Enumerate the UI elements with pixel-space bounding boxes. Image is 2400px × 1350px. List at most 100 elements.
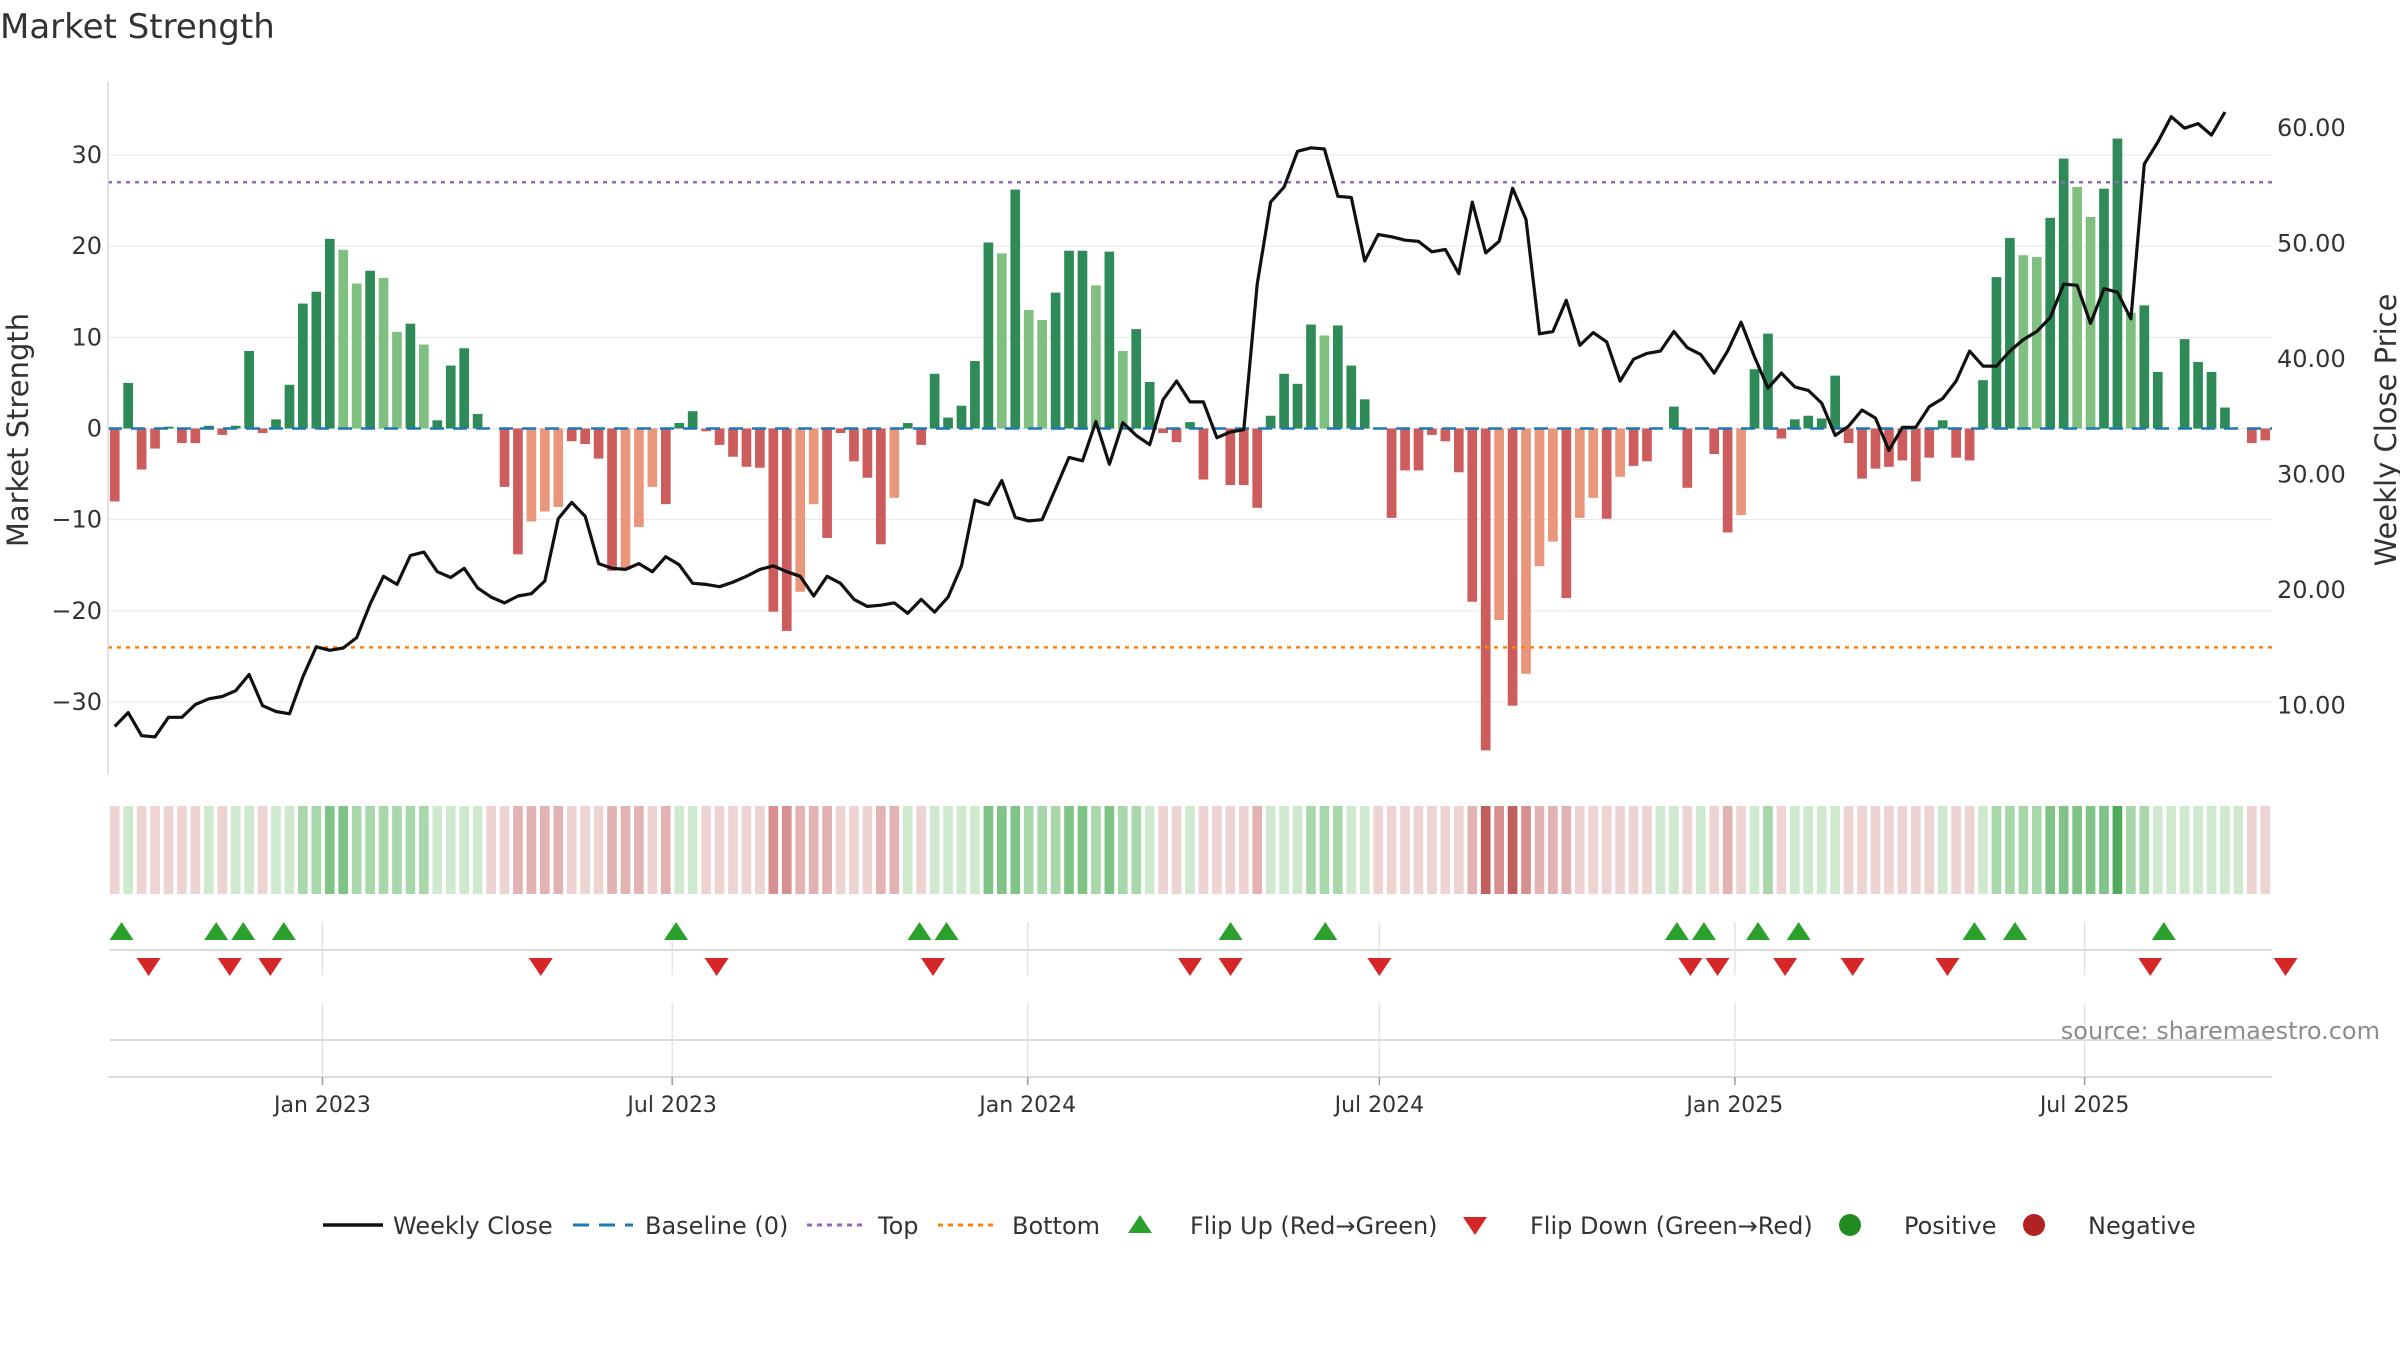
legend-item-baseline: Baseline (0) <box>573 1212 788 1240</box>
flip-markers-panel <box>109 922 2298 976</box>
strength-bar <box>1023 309 1034 429</box>
strip-cell <box>714 806 725 894</box>
legend-item-flip_down: Flip Down (Green→Red) <box>1463 1212 1813 1240</box>
strip-cell <box>660 806 671 894</box>
y2-tick-label: 20.00 <box>2277 576 2346 604</box>
strip-cell <box>1964 806 1975 894</box>
strength-bar <box>513 428 523 555</box>
strip-cell <box>728 806 738 894</box>
strength-bar <box>2220 407 2230 429</box>
y2-tick-label: 40.00 <box>2277 345 2346 373</box>
x-tick-label: Jan 2024 <box>977 1093 1076 1118</box>
strength-bar <box>1346 365 1357 429</box>
strip-cell <box>1117 806 1128 894</box>
x-tick-label: Jan 2023 <box>272 1093 371 1118</box>
legend-label: Flip Down (Green→Red) <box>1530 1212 1813 1240</box>
strip-cell <box>2018 806 2029 894</box>
strength-bar <box>1453 428 1464 473</box>
strip-cell <box>929 806 940 894</box>
strength-bar <box>1669 406 1679 429</box>
strength-bar <box>1440 428 1451 442</box>
strength-bar <box>298 303 308 429</box>
strip-cell <box>1507 806 1518 894</box>
strip-cell <box>1440 806 1451 894</box>
flip-up-marker <box>1786 922 1811 940</box>
flip-up-marker <box>1218 922 1243 940</box>
strip-cell <box>634 806 644 894</box>
right-axis-ticks: 60.00 50.00 40.00 30.00 20.00 10.00 <box>2277 114 2346 720</box>
strip-cell <box>2260 806 2271 894</box>
strip-cell <box>1790 806 1800 894</box>
strip-cell <box>970 806 980 894</box>
strip-cell <box>647 806 658 894</box>
flip-up-marker <box>1313 922 1338 940</box>
strength-bar <box>1386 428 1397 518</box>
strength-bar <box>1736 428 1746 516</box>
strength-bar <box>257 428 268 434</box>
strength-bar <box>150 428 160 449</box>
strength-bar <box>2206 371 2217 429</box>
strength-bar <box>1548 428 1558 542</box>
strip-cell <box>768 806 779 894</box>
strength-bar <box>109 428 120 502</box>
strength-bar <box>1091 285 1101 429</box>
strip-cell <box>539 806 550 894</box>
flip-up-marker <box>204 922 229 940</box>
strip-cell <box>1104 806 1115 894</box>
strength-bar <box>1037 319 1047 429</box>
strength-bar <box>432 420 443 429</box>
strength-bar <box>539 428 550 512</box>
strength-bar <box>943 417 953 429</box>
strength-bar <box>781 428 792 631</box>
strip-cell <box>1910 806 1921 894</box>
strength-bar <box>1870 428 1881 469</box>
flip-up-marker <box>109 922 134 940</box>
strength-bar <box>1803 415 1814 429</box>
strip-cell <box>2179 806 2190 894</box>
weekly-close-line <box>113 111 2227 739</box>
triangle-up-icon <box>1128 1215 1152 1233</box>
flip-up-marker <box>934 922 959 940</box>
strip-cell <box>1601 806 1612 894</box>
strip-cell <box>351 806 362 894</box>
strip-cell <box>378 806 389 894</box>
strip-cell <box>701 806 711 894</box>
strength-bar <box>1816 418 1827 429</box>
strength-bar <box>2179 339 2190 429</box>
strength-bar <box>1964 428 1975 461</box>
strip-cell <box>2005 806 2015 894</box>
strip-cell <box>849 806 859 894</box>
strip-cell <box>2058 806 2069 894</box>
strip-cell <box>284 806 295 894</box>
strip-cell <box>1480 806 1491 894</box>
main-plot: 30 20 10 0 −10 −20 −30 60.00 50.00 40.00 30.00 20.… <box>1 82 2400 775</box>
flip-down-marker <box>1773 958 1798 976</box>
strip-cell <box>177 806 187 894</box>
strength-bar <box>392 331 402 429</box>
strip-cell <box>1212 806 1222 894</box>
legend-item-top: Top <box>807 1212 919 1240</box>
strip-cell <box>1521 806 1531 894</box>
strength-bar <box>190 428 201 444</box>
flip-up-marker <box>1962 922 1987 940</box>
strength-bar <box>566 428 577 442</box>
strip-cell <box>1722 806 1733 894</box>
strength-bar <box>1857 428 1867 479</box>
strength-bar <box>1776 428 1787 439</box>
strip-cell <box>1669 806 1679 894</box>
strip-cell <box>1884 806 1894 894</box>
strip-cell <box>983 806 994 894</box>
strength-bar <box>1615 428 1625 477</box>
strip-cell <box>687 806 698 894</box>
strip-cell <box>566 806 577 894</box>
y2-tick-label: 60.00 <box>2277 114 2346 142</box>
strip-cell <box>419 806 429 894</box>
strip-cell <box>1077 806 1088 894</box>
strip-cell <box>1225 806 1236 894</box>
strength-bar <box>916 428 927 445</box>
strength-bar <box>365 270 375 429</box>
strip-cell <box>862 806 873 894</box>
strip-cell <box>1131 806 1142 894</box>
strip-cell <box>472 806 483 894</box>
